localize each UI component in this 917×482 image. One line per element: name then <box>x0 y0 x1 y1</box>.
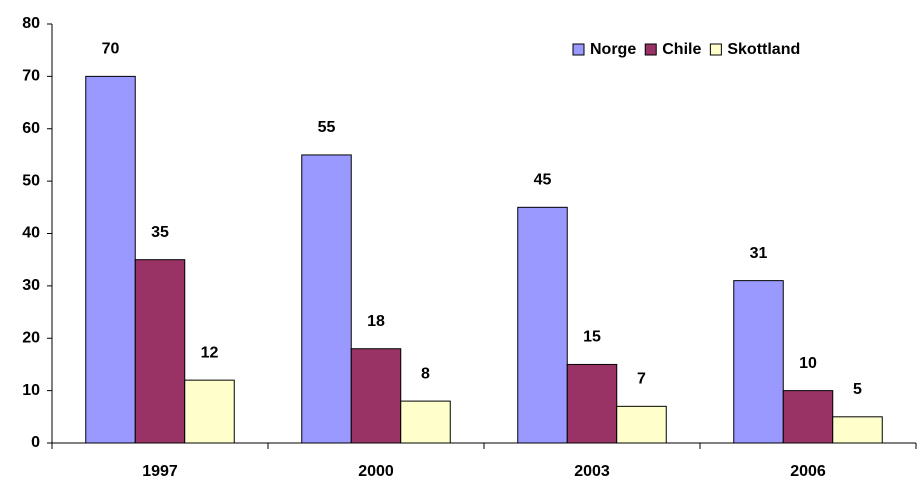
y-tick-label: 50 <box>22 172 40 189</box>
bar <box>184 379 235 444</box>
legend-swatch <box>709 43 722 56</box>
data-label: 55 <box>318 119 336 136</box>
bar <box>134 259 186 444</box>
bar <box>350 348 402 444</box>
x-tick-label: 2006 <box>790 463 826 480</box>
legend-label: Skottland <box>727 41 800 58</box>
bar <box>832 416 883 444</box>
bar <box>733 280 784 444</box>
y-tick-label: 20 <box>22 329 40 346</box>
data-label: 8 <box>421 365 430 382</box>
data-label: 70 <box>102 41 120 58</box>
data-label: 7 <box>637 371 646 388</box>
legend-swatch <box>644 43 657 56</box>
data-label: 15 <box>583 329 601 346</box>
x-tick-label: 2000 <box>358 463 394 480</box>
bar <box>85 75 136 444</box>
legend-swatch <box>572 43 585 56</box>
data-label: 35 <box>151 224 169 241</box>
bar <box>400 400 451 444</box>
data-label: 31 <box>750 245 768 262</box>
data-label: 5 <box>853 381 862 398</box>
data-label: 10 <box>799 355 817 372</box>
legend-label: Chile <box>662 41 701 58</box>
y-tick-label: 0 <box>31 434 40 451</box>
y-tick-label: 70 <box>22 68 40 85</box>
bar <box>782 390 834 444</box>
y-tick-label: 10 <box>22 382 40 399</box>
x-tick-label: 1997 <box>142 463 178 480</box>
bar <box>566 363 618 444</box>
legend-label: Norge <box>590 41 636 58</box>
bar <box>616 405 667 444</box>
y-tick-label: 60 <box>22 120 40 137</box>
y-tick-label: 80 <box>22 15 40 32</box>
data-label: 12 <box>201 344 219 361</box>
y-tick-label: 40 <box>22 225 40 242</box>
x-tick-label: 2003 <box>574 463 610 480</box>
data-label: 18 <box>367 313 385 330</box>
bar <box>517 206 568 444</box>
data-label: 45 <box>534 172 552 189</box>
bar <box>301 154 352 444</box>
y-tick-label: 30 <box>22 277 40 294</box>
